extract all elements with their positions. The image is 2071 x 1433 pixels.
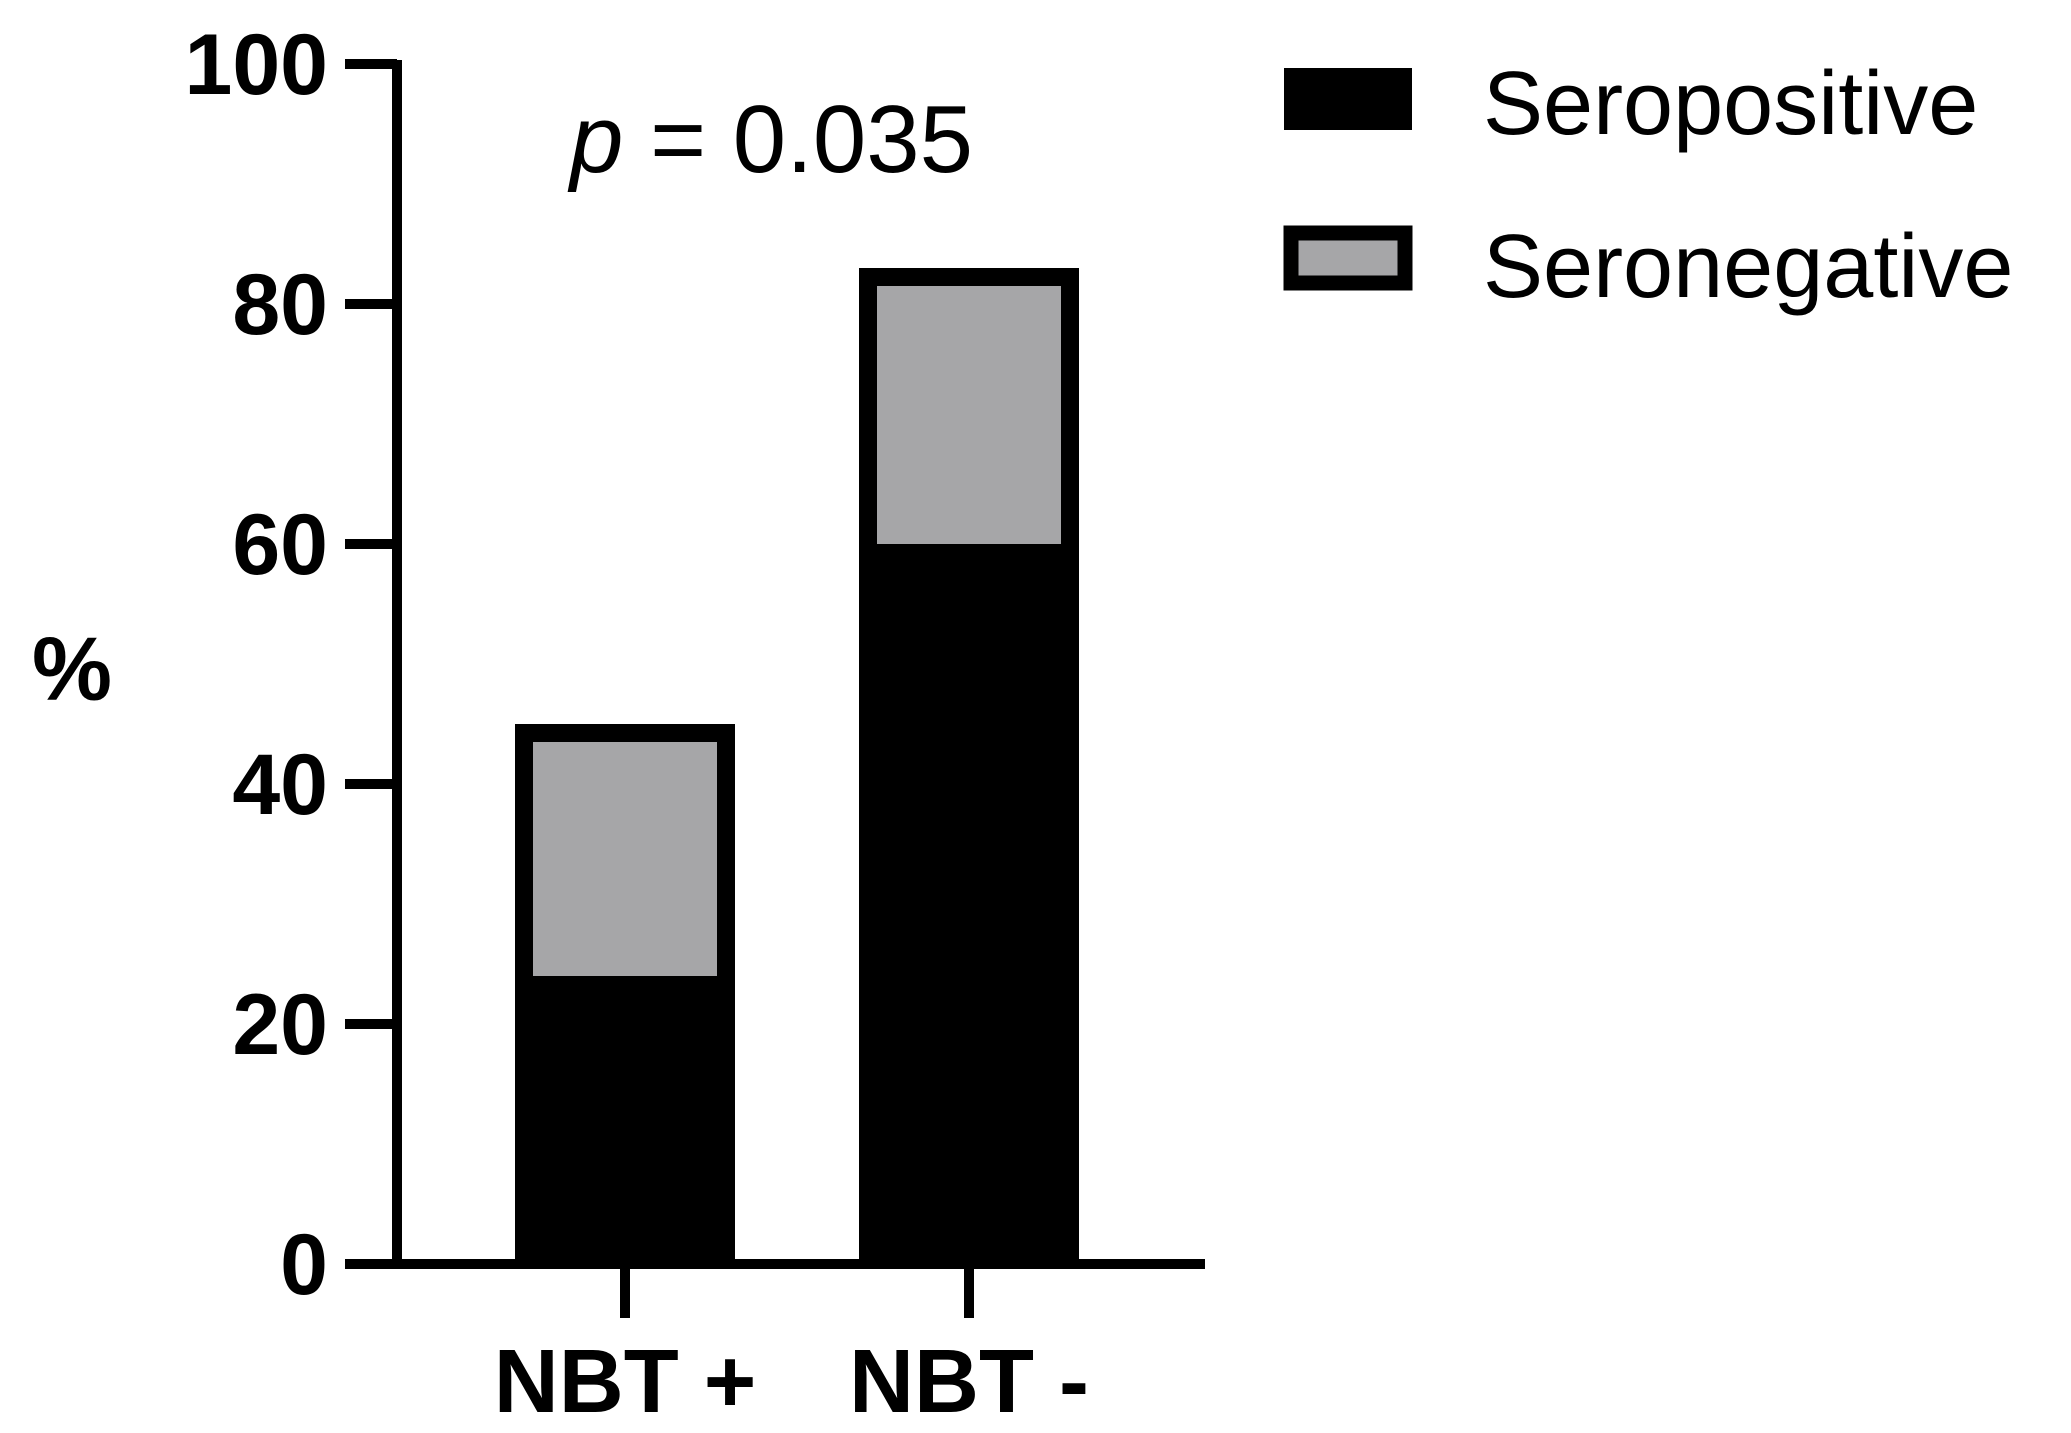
p-value-text: = 0.035 [623, 86, 973, 193]
y-tick-label: 40 [232, 737, 328, 833]
p-value-annotation: p = 0.035 [567, 86, 973, 193]
p-symbol: p [567, 86, 623, 193]
x-category-label: NBT - [849, 1332, 1089, 1432]
x-axis-ticks: NBT + NBT - [494, 1264, 1089, 1432]
y-tick-label: 60 [232, 497, 328, 593]
bars-group [515, 268, 1079, 1264]
x-category-label: NBT + [494, 1332, 757, 1432]
y-axis-ticks: 0 20 40 60 80 100 [185, 17, 397, 1313]
y-axis-label: % [32, 620, 112, 720]
legend-swatch-seronegative [1283, 225, 1413, 291]
legend-label-seronegative: Seronegative [1483, 217, 2013, 317]
bar-segment-seropositive [533, 976, 717, 1264]
legend: Seropositive Seronegative [1283, 54, 2013, 317]
legend-label-seropositive: Seropositive [1483, 54, 1978, 154]
bar-segment-seronegative [877, 286, 1061, 544]
y-tick-label: 80 [232, 257, 328, 353]
y-tick-label: 100 [185, 17, 329, 113]
y-tick-label: 0 [280, 1217, 328, 1313]
bar-segment-seropositive [877, 544, 1061, 1264]
legend-swatch-seropositive [1284, 68, 1412, 130]
y-tick-label: 20 [232, 977, 328, 1073]
bar-segment-seronegative [533, 742, 717, 976]
